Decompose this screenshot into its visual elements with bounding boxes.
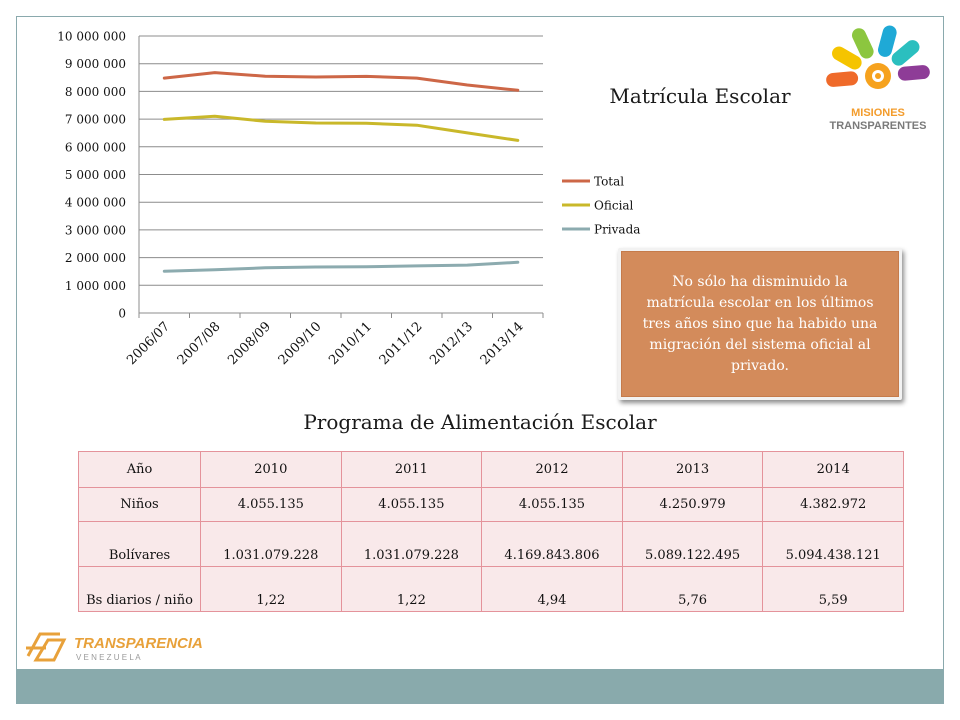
x-tick-label: 2012/13 (427, 319, 476, 368)
transparentes-text: TRANSPARENTES (830, 120, 927, 132)
table-cell: 4.055.135 (200, 487, 342, 522)
misiones-text: MISIONES (851, 107, 905, 119)
table-cell: 5,59 (762, 566, 904, 612)
x-tick-label: 2010/11 (326, 319, 375, 368)
table-cell: 1,22 (340, 566, 483, 612)
y-tick-label: 6 000 000 (65, 140, 126, 154)
x-tick-label: 2007/08 (175, 319, 224, 368)
venezuela-text: V E N E Z U E L A (76, 653, 141, 662)
table-cell: 1,22 (200, 566, 342, 612)
table-cell: 4.250.979 (621, 487, 764, 522)
table-cell: 4,94 (481, 566, 623, 612)
table-cell: 4.169.843.806 (481, 521, 623, 567)
table-row: Bolívares 1.031.079.228 1.031.079.228 4.… (78, 521, 904, 567)
series-line-total (162, 71, 520, 92)
footer-band (17, 669, 943, 703)
y-tick-label: 2 000 000 (65, 251, 126, 265)
table-cell: 5,76 (621, 566, 764, 612)
table-header-row: Año 2010 2011 2012 2013 2014 (78, 451, 904, 488)
y-tick-label: 9 000 000 (65, 57, 126, 71)
x-tick-label: 2006/07 (124, 319, 173, 368)
series-line-privada (162, 260, 520, 273)
y-tick-label: 4 000 000 (65, 196, 126, 210)
y-tick-label: 10 000 000 (57, 30, 126, 44)
line-chart: 0 1 000 000 2 000 000 3 000 000 4 000 000 5 0… (57, 30, 640, 369)
table-cell: 1.031.079.228 (200, 521, 342, 567)
table-cell: 1.031.079.228 (340, 521, 483, 567)
table-cell: 5.094.438.121 (762, 521, 904, 567)
legend-entry: Total (594, 175, 624, 189)
table-row: Bs diarios / niño 1,22 1,22 4,94 5,76 5,… (78, 566, 904, 612)
pae-table: Año 2010 2011 2012 2013 2014 Niños 4.055… (78, 451, 904, 612)
x-tick-label: 2008/09 (225, 319, 274, 368)
series-line-oficial (162, 114, 520, 142)
y-tick-label: 5 000 000 (65, 168, 126, 182)
row-label: Bs diarios / niño (78, 566, 201, 612)
row-label: Niños (78, 487, 201, 522)
header-cell: 2012 (481, 451, 623, 488)
header-cell: Año (78, 451, 201, 488)
transparencia-text: TRANSPARENCIA (74, 635, 203, 652)
y-tick-label: 0 (118, 307, 126, 321)
y-tick-label: 7 000 000 (65, 113, 126, 127)
row-label: Bolívares (78, 521, 201, 567)
header-cell: 2014 (762, 451, 904, 488)
callout-text: No sólo ha disminuido la matrícula escol… (642, 273, 878, 374)
transparencia-mark-icon (26, 632, 67, 662)
misiones-transparentes-logo: MISIONES TRANSPARENTES (826, 25, 930, 132)
header-cell: 2013 (621, 451, 764, 488)
table-cell: 5.089.122.495 (621, 521, 764, 567)
chart-title: Matrícula Escolar (609, 84, 791, 108)
header-cell: 2010 (200, 451, 342, 488)
header-cell: 2011 (340, 451, 483, 488)
y-tick-label: 3 000 000 (65, 223, 126, 237)
table-cell: 4.055.135 (481, 487, 623, 522)
legend-entry: Privada (594, 223, 640, 237)
x-tick-label: 2013/14 (478, 319, 527, 368)
y-tick-label: 1 000 000 (65, 279, 126, 293)
legend-entry: Oficial (594, 199, 634, 213)
table-row: Niños 4.055.135 4.055.135 4.055.135 4.25… (78, 487, 904, 522)
table-title: Programa de Alimentación Escolar (303, 410, 657, 434)
x-tick-label: 2009/10 (276, 319, 325, 368)
y-tick-label: 8 000 000 (65, 85, 126, 99)
transparencia-venezuela-logo: TRANSPARENCIA V E N E Z U E L A (26, 632, 203, 662)
callout-box: No sólo ha disminuido la matrícula escol… (618, 248, 902, 400)
x-tick-label: 2011/12 (377, 319, 426, 368)
table-cell: 4.055.135 (340, 487, 483, 522)
table-cell: 4.382.972 (762, 487, 904, 522)
